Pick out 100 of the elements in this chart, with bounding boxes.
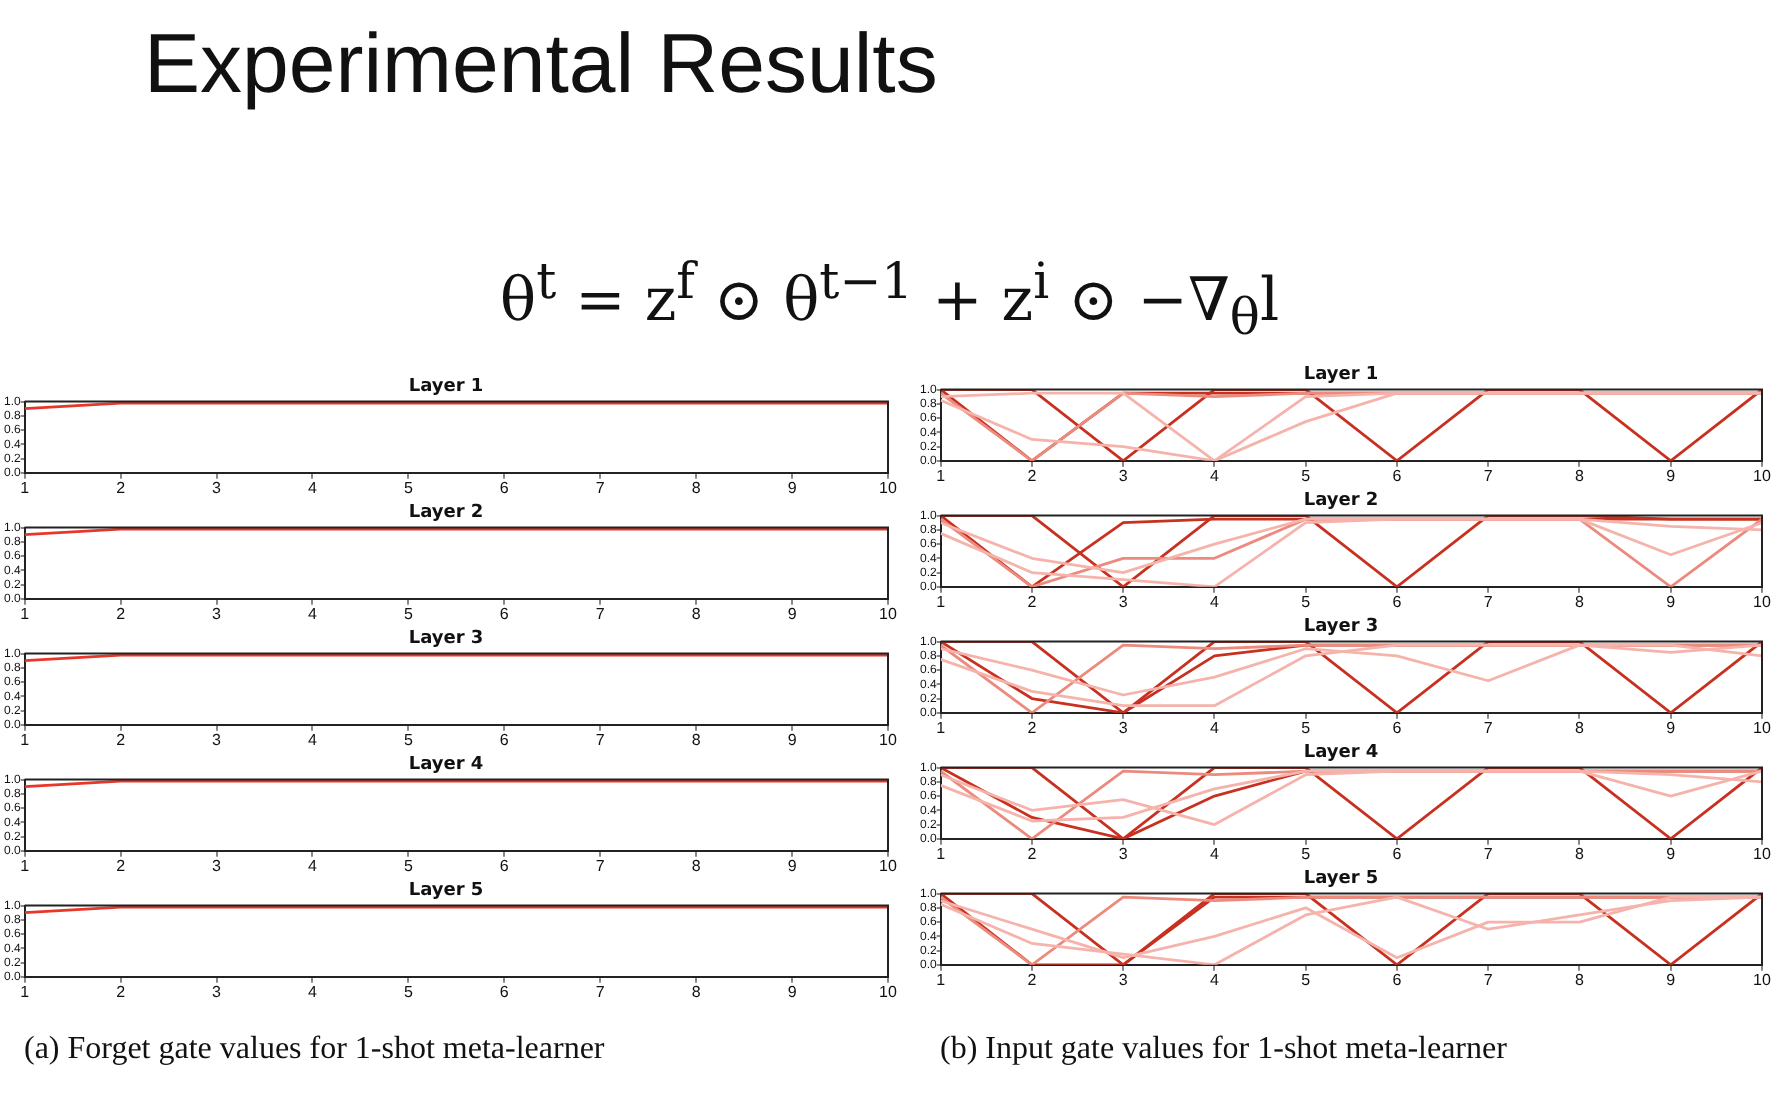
x-tick-label: 9 xyxy=(1666,466,1677,485)
x-tick-label: 3 xyxy=(1118,718,1129,737)
chart-title: Layer 1 xyxy=(408,377,484,398)
x-tick-label: 2 xyxy=(1027,466,1038,485)
x-tick-label: 1 xyxy=(20,604,31,623)
x-tick-label: 3 xyxy=(1118,466,1129,485)
x-tick-label: 6 xyxy=(1392,718,1403,737)
x-tick-label: 9 xyxy=(1666,718,1677,737)
x-tick-label: 1 xyxy=(936,718,947,737)
x-tick-label: 9 xyxy=(1666,970,1677,989)
x-tick-label: 7 xyxy=(595,730,606,749)
chart-title: Layer 5 xyxy=(408,881,484,902)
x-tick-label: 6 xyxy=(499,478,510,497)
x-tick-label: 8 xyxy=(691,478,702,497)
x-tick-label: 6 xyxy=(1392,844,1403,863)
x-tick-label: 1 xyxy=(936,466,947,485)
x-tick-label: 4 xyxy=(1210,592,1220,611)
x-tick-label: 8 xyxy=(1575,844,1586,863)
x-tick-label: 4 xyxy=(1210,466,1220,485)
x-tick-label: 4 xyxy=(308,730,318,749)
x-tick-label: 10 xyxy=(1753,718,1772,737)
x-tick-label: 4 xyxy=(1210,844,1220,863)
x-tick-label: 10 xyxy=(879,982,898,1001)
x-tick-label: 2 xyxy=(116,856,127,875)
chart-title: Layer 2 xyxy=(1303,491,1379,512)
x-tick-label: 8 xyxy=(1575,970,1586,989)
x-tick-label: 2 xyxy=(116,982,127,1001)
x-tick-label: 8 xyxy=(691,730,702,749)
chart-title: Layer 3 xyxy=(408,629,484,650)
x-tick-label: 7 xyxy=(595,604,606,623)
x-tick-label: 6 xyxy=(499,982,510,1001)
x-tick-label: 5 xyxy=(1301,592,1312,611)
x-tick-label: 7 xyxy=(595,478,606,497)
x-tick-label: 2 xyxy=(1027,844,1038,863)
text: Experimental Results xyxy=(144,16,938,112)
x-tick-label: 8 xyxy=(1575,466,1586,485)
x-tick-label: 6 xyxy=(499,730,510,749)
x-tick-label: 7 xyxy=(1483,592,1494,611)
x-tick-label: 10 xyxy=(879,730,898,749)
x-tick-label: 9 xyxy=(1666,592,1677,611)
x-tick-label: 8 xyxy=(691,856,702,875)
x-tick-label: 5 xyxy=(1301,970,1312,989)
x-tick-label: 3 xyxy=(212,730,223,749)
x-tick-label: 5 xyxy=(1301,718,1312,737)
x-tick-label: 10 xyxy=(1753,844,1772,863)
x-tick-label: 3 xyxy=(212,982,223,1001)
x-tick-label: 10 xyxy=(1753,970,1772,989)
x-tick-label: 2 xyxy=(1027,592,1038,611)
x-tick-label: 9 xyxy=(787,730,798,749)
x-tick-label: 6 xyxy=(499,604,510,623)
x-tick-label: 9 xyxy=(787,604,798,623)
chart-title: Layer 3 xyxy=(1303,617,1379,638)
x-tick-label: 6 xyxy=(499,856,510,875)
x-tick-label: 2 xyxy=(1027,970,1038,989)
x-tick-label: 1 xyxy=(936,844,947,863)
x-tick-label: 9 xyxy=(1666,844,1677,863)
x-tick-label: 9 xyxy=(787,478,798,497)
x-tick-label: 2 xyxy=(1027,718,1038,737)
x-tick-label: 9 xyxy=(787,982,798,1001)
x-tick-label: 7 xyxy=(1483,844,1494,863)
x-tick-label: 10 xyxy=(1753,592,1772,611)
chart-title: Layer 1 xyxy=(1303,365,1379,386)
x-tick-label: 7 xyxy=(595,856,606,875)
x-tick-label: 4 xyxy=(308,856,318,875)
x-tick-label: 6 xyxy=(1392,466,1403,485)
x-tick-label: 8 xyxy=(1575,718,1586,737)
x-tick-label: 1 xyxy=(20,982,31,1001)
x-tick-label: 8 xyxy=(1575,592,1586,611)
x-tick-label: 3 xyxy=(1118,970,1129,989)
chart-title: Layer 4 xyxy=(1303,743,1379,764)
x-tick-label: 3 xyxy=(212,604,223,623)
x-tick-label: 1 xyxy=(20,856,31,875)
x-tick-label: 10 xyxy=(879,856,898,875)
x-tick-label: 1 xyxy=(20,478,31,497)
x-tick-label: 7 xyxy=(1483,970,1494,989)
x-tick-label: 7 xyxy=(1483,718,1494,737)
x-tick-label: 3 xyxy=(212,478,223,497)
x-tick-label: 7 xyxy=(1483,466,1494,485)
text: θ$^{t}$ = z$^{f}$ ⊙ θ$^{t−1}$ + z$^{i}$ ⊙ −∇$_{θ}$l xyxy=(500,252,1280,346)
x-tick-label: 8 xyxy=(691,982,702,1001)
x-tick-label: 6 xyxy=(1392,970,1403,989)
x-tick-label: 5 xyxy=(1301,844,1312,863)
x-tick-label: 5 xyxy=(403,730,414,749)
x-tick-label: 4 xyxy=(308,982,318,1001)
x-tick-label: 10 xyxy=(879,604,898,623)
x-tick-label: 2 xyxy=(116,604,127,623)
x-tick-label: 2 xyxy=(116,730,127,749)
x-tick-label: 2 xyxy=(116,478,127,497)
x-tick-label: 1 xyxy=(936,970,947,989)
x-tick-label: 6 xyxy=(1392,592,1403,611)
x-tick-label: 7 xyxy=(595,982,606,1001)
chart-title: Layer 2 xyxy=(408,503,484,524)
x-tick-label: 5 xyxy=(403,604,414,623)
x-tick-label: 1 xyxy=(936,592,947,611)
x-tick-label: 3 xyxy=(212,856,223,875)
x-tick-label: 1 xyxy=(20,730,31,749)
chart-title: Layer 5 xyxy=(1303,869,1379,890)
chart-title: Layer 4 xyxy=(408,755,484,776)
x-tick-label: 5 xyxy=(403,478,414,497)
x-tick-label: 5 xyxy=(403,856,414,875)
